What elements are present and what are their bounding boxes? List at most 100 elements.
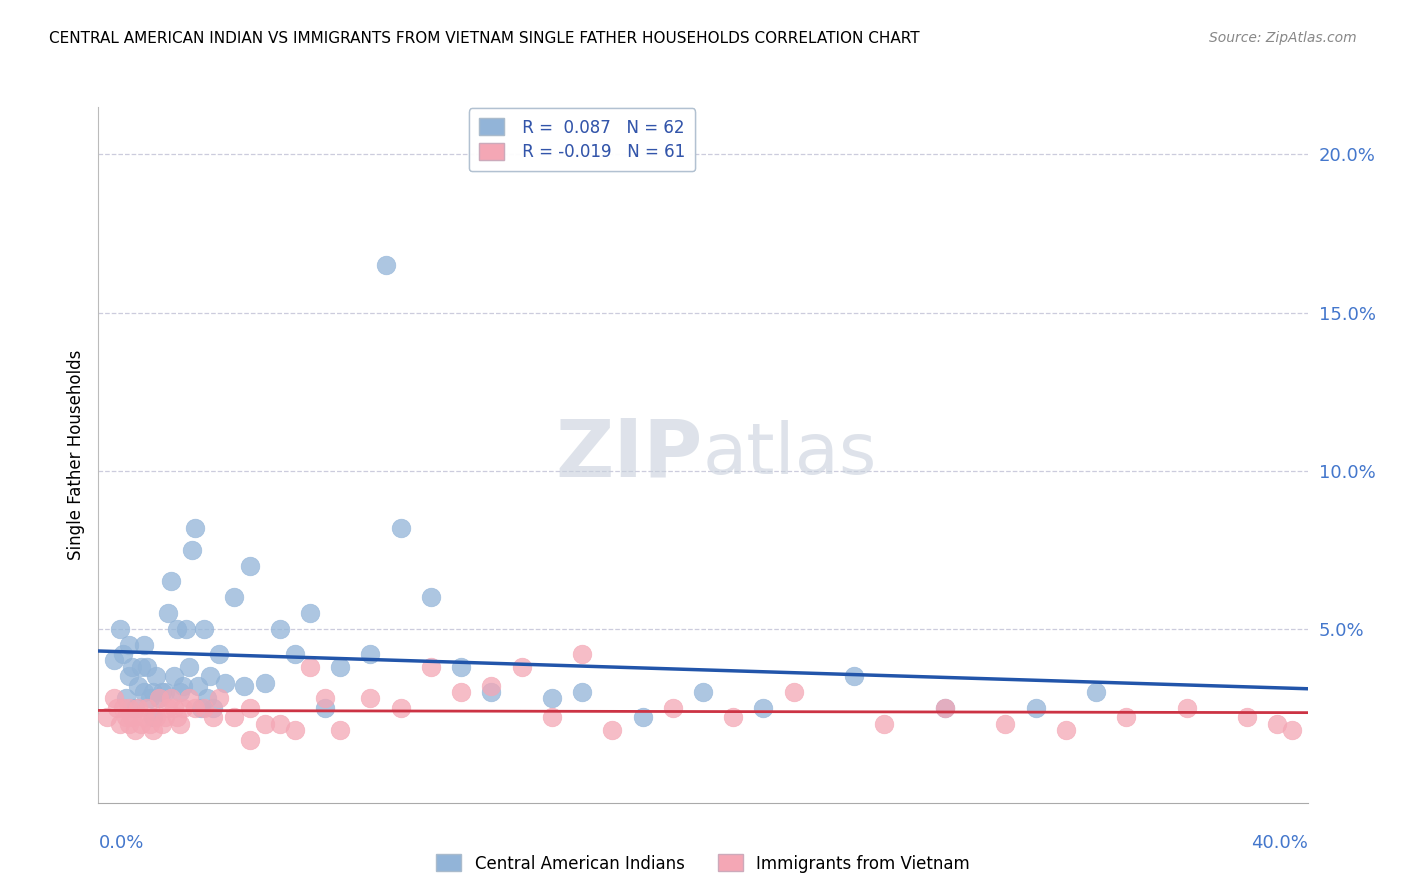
Point — [187, 679, 209, 693]
Point — [195, 691, 218, 706]
Point — [172, 679, 194, 693]
Point — [202, 701, 225, 715]
Point — [118, 638, 141, 652]
Point — [934, 701, 956, 715]
Point — [253, 716, 276, 731]
Point — [103, 691, 125, 706]
Point — [389, 521, 412, 535]
Point — [329, 660, 352, 674]
Point — [166, 622, 188, 636]
Point — [118, 716, 141, 731]
Point — [208, 691, 231, 706]
Point — [142, 710, 165, 724]
Point — [169, 685, 191, 699]
Point — [389, 701, 412, 715]
Point — [132, 638, 155, 652]
Point — [108, 716, 131, 731]
Point — [934, 701, 956, 715]
Point — [96, 710, 118, 724]
Legend:  R =  0.087   N = 62,  R = -0.019   N = 61: R = 0.087 N = 62, R = -0.019 N = 61 — [468, 109, 696, 171]
Point — [782, 685, 804, 699]
Point — [174, 622, 197, 636]
Point — [994, 716, 1017, 731]
Point — [172, 701, 194, 715]
Point — [692, 685, 714, 699]
Point — [135, 660, 157, 674]
Point — [156, 701, 179, 715]
Point — [510, 660, 533, 674]
Point — [224, 591, 246, 605]
Point — [239, 558, 262, 573]
Point — [153, 710, 176, 724]
Point — [111, 701, 134, 715]
Point — [202, 710, 225, 724]
Point — [150, 685, 173, 699]
Point — [145, 710, 167, 724]
Point — [193, 701, 215, 715]
Point — [142, 723, 165, 737]
Point — [314, 701, 336, 715]
Point — [602, 723, 624, 737]
Text: Source: ZipAtlas.com: Source: ZipAtlas.com — [1209, 31, 1357, 45]
Point — [127, 701, 149, 715]
Point — [129, 660, 152, 674]
Point — [752, 701, 775, 715]
Point — [269, 716, 291, 731]
Point — [214, 675, 236, 690]
Point — [844, 669, 866, 683]
Point — [111, 647, 134, 661]
Point — [360, 691, 382, 706]
Legend: Central American Indians, Immigrants from Vietnam: Central American Indians, Immigrants fro… — [429, 847, 977, 880]
Point — [269, 622, 291, 636]
Point — [145, 669, 167, 683]
Point — [103, 653, 125, 667]
Point — [148, 691, 170, 706]
Point — [232, 679, 254, 693]
Point — [169, 716, 191, 731]
Point — [540, 691, 562, 706]
Point — [873, 716, 896, 731]
Point — [163, 701, 186, 715]
Point — [314, 691, 336, 706]
Point — [1024, 701, 1046, 715]
Point — [450, 685, 472, 699]
Point — [481, 679, 503, 693]
Point — [150, 716, 173, 731]
Point — [177, 691, 201, 706]
Point — [148, 691, 170, 706]
Point — [1175, 701, 1198, 715]
Point — [121, 660, 143, 674]
Point — [721, 710, 744, 724]
Point — [135, 701, 157, 715]
Point — [114, 710, 136, 724]
Point — [1115, 710, 1137, 724]
Point — [139, 716, 162, 731]
Point — [419, 591, 441, 605]
Point — [224, 710, 246, 724]
Point — [118, 669, 141, 683]
Point — [239, 701, 262, 715]
Point — [1236, 710, 1258, 724]
Point — [193, 622, 215, 636]
Text: CENTRAL AMERICAN INDIAN VS IMMIGRANTS FROM VIETNAM SINGLE FATHER HOUSEHOLDS CORR: CENTRAL AMERICAN INDIAN VS IMMIGRANTS FR… — [49, 31, 920, 46]
Point — [284, 723, 307, 737]
Point — [190, 701, 212, 715]
Point — [153, 685, 176, 699]
Point — [160, 574, 183, 589]
Point — [121, 710, 143, 724]
Point — [1085, 685, 1108, 699]
Point — [329, 723, 352, 737]
Point — [374, 258, 396, 272]
Point — [661, 701, 683, 715]
Point — [127, 679, 149, 693]
Point — [139, 691, 162, 706]
Y-axis label: Single Father Households: Single Father Households — [66, 350, 84, 560]
Point — [160, 691, 183, 706]
Point — [142, 685, 165, 699]
Point — [208, 647, 231, 661]
Point — [108, 622, 131, 636]
Point — [132, 710, 155, 724]
Point — [118, 701, 141, 715]
Text: 0.0%: 0.0% — [98, 834, 143, 852]
Point — [156, 606, 179, 620]
